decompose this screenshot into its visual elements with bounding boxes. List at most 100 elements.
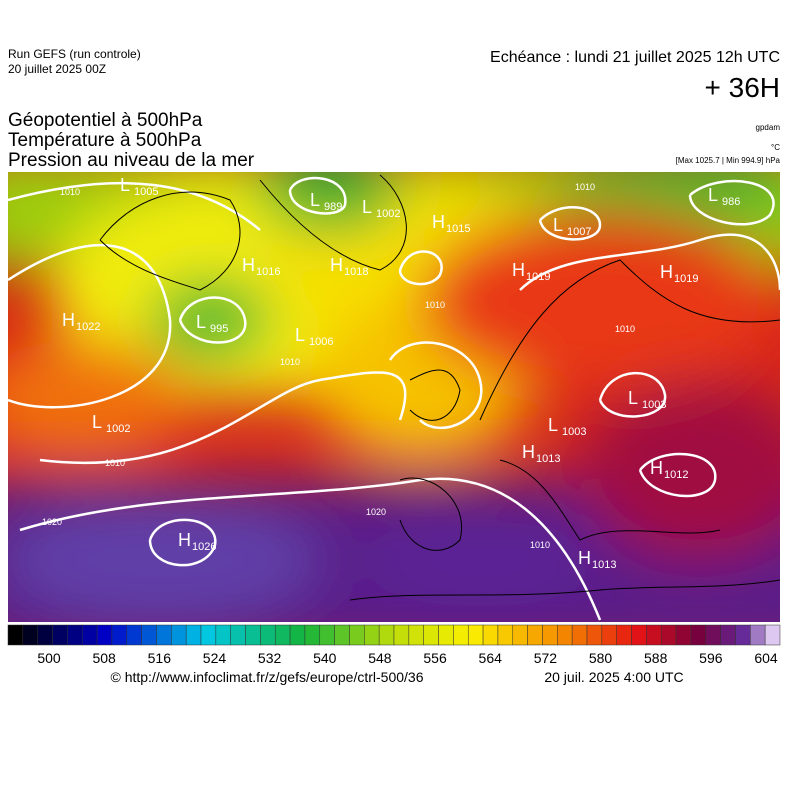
pressure-center: H 1026: [178, 530, 216, 553]
center-type: L: [708, 185, 718, 205]
pressure-center: L 1007: [553, 215, 591, 238]
center-value: 1003: [562, 426, 586, 438]
colorbar-cell: [601, 624, 617, 646]
colorbar-tick-label: 564: [479, 650, 503, 666]
colorbar-tick-label: 524: [203, 650, 227, 666]
center-type: H: [178, 530, 191, 550]
colorbar-cell: [646, 624, 662, 646]
center-type: L: [120, 175, 130, 195]
colorbar-cell: [586, 624, 603, 646]
issue-time: 20 juil. 2025 4:00 UTC: [544, 669, 683, 685]
pressure-center: H 1013: [578, 548, 616, 571]
colorbar-cell: [37, 624, 53, 646]
center-type: H: [330, 255, 343, 275]
pressure-center: H 1022: [62, 310, 100, 333]
colorbar: 500 508 516 524 532 540 548 556 564 572 580 588 596 6…: [7, 624, 781, 666]
center-value: 1019: [526, 271, 550, 283]
center-type: H: [242, 255, 255, 275]
center-value: 1026: [192, 541, 216, 553]
center-type: H: [62, 310, 75, 330]
colorbar-tick-label: 500: [37, 650, 61, 666]
center-value: 1007: [567, 226, 591, 238]
run-label: Run GEFS (run controle): [8, 47, 141, 61]
pressure-center: H 1013: [522, 442, 560, 465]
isobar-label: 1010: [575, 182, 595, 192]
colorbar-cell: [171, 624, 187, 646]
colorbar-cell: [705, 624, 721, 646]
colorbar-tick-label: 532: [258, 650, 282, 666]
colorbar-cell: [512, 624, 528, 646]
isobar-label: 1010: [60, 187, 80, 197]
colorbar-cell: [571, 624, 588, 646]
center-type: H: [660, 262, 673, 282]
colorbar-cell: [482, 624, 499, 646]
colorbar-cell: [438, 624, 454, 646]
unit-label: °C: [771, 143, 780, 152]
center-value: 1013: [592, 559, 616, 571]
colorbar-cell: [289, 624, 306, 646]
pressure-center: H 1019: [660, 262, 698, 285]
colorbar-tick-label: 604: [754, 650, 778, 666]
colorbar-tick-label: 516: [148, 650, 172, 666]
colorbar-cell: [750, 624, 766, 646]
colorbar-cell: [364, 624, 380, 646]
pressure-center: L 1003: [548, 415, 586, 438]
colorbar-tick-label: 580: [589, 650, 613, 666]
center-type: L: [553, 215, 563, 235]
center-type: L: [362, 197, 372, 217]
center-type: L: [548, 415, 558, 435]
colorbar-tick-label: 572: [534, 650, 558, 666]
colorbar-tick-label: 540: [313, 650, 337, 666]
colorbar-tick-label: 508: [92, 650, 116, 666]
colorbar-cell: [67, 624, 83, 646]
colorbar-cell: [423, 624, 439, 646]
colorbar-cell: [141, 624, 157, 646]
center-value: 989: [324, 201, 342, 213]
center-type: L: [310, 190, 320, 210]
colorbar-cell: [156, 624, 172, 646]
colorbar-cell: [319, 624, 335, 646]
colorbar-cell: [96, 624, 113, 646]
pressure-center: L 989: [310, 190, 342, 213]
isobar-label: 1010: [615, 324, 635, 334]
run-date: 20 juillet 2025 00Z: [8, 62, 106, 76]
isobar-label: 1020: [42, 517, 62, 527]
colorbar-cell: [185, 624, 202, 646]
colorbar-cell: [616, 624, 632, 646]
colorbar-cell: [542, 624, 558, 646]
pressure-center: H 1015: [432, 212, 470, 235]
unit-label: gpdam: [756, 123, 781, 132]
pressure-center: L 1006: [295, 325, 333, 348]
colorbar-cell: [527, 624, 543, 646]
colorbar-cell: [126, 624, 142, 646]
colorbar-cell: [22, 624, 38, 646]
colorbar-cell: [660, 624, 677, 646]
isobar-label: 1010: [425, 300, 445, 310]
center-value: 1005: [134, 186, 158, 198]
field-label: Géopotentiel à 500hPa: [8, 110, 203, 131]
pressure-center: L 995: [196, 312, 228, 335]
isobar-label: 1010: [280, 357, 300, 367]
colorbar-tick-label: 556: [423, 650, 447, 666]
pressure-center: H 1019: [512, 260, 550, 283]
colorbar-cell: [408, 624, 424, 646]
coastlines: [99, 174, 780, 601]
center-value: 1016: [256, 266, 280, 278]
field-label: Température à 500hPa: [8, 130, 202, 151]
center-value: 1002: [376, 208, 400, 220]
colorbar-cell: [260, 624, 276, 646]
colorbar-cell: [393, 624, 410, 646]
colorbar-cell: [52, 624, 68, 646]
colorbar-cell: [497, 624, 514, 646]
pressure-center: L 986: [708, 185, 740, 208]
pressure-center: H 1016: [242, 255, 280, 278]
colorbar-cell: [334, 624, 350, 646]
colorbar-cell: [215, 624, 231, 646]
isobar-label: 1020: [366, 507, 386, 517]
source-url: © http://www.infoclimat.fr/z/gefs/europe…: [110, 669, 423, 685]
center-value: 986: [722, 196, 740, 208]
colorbar-cell: [274, 624, 291, 646]
colorbar-cell: [304, 624, 321, 646]
pressure-center: L 1002: [92, 412, 130, 435]
